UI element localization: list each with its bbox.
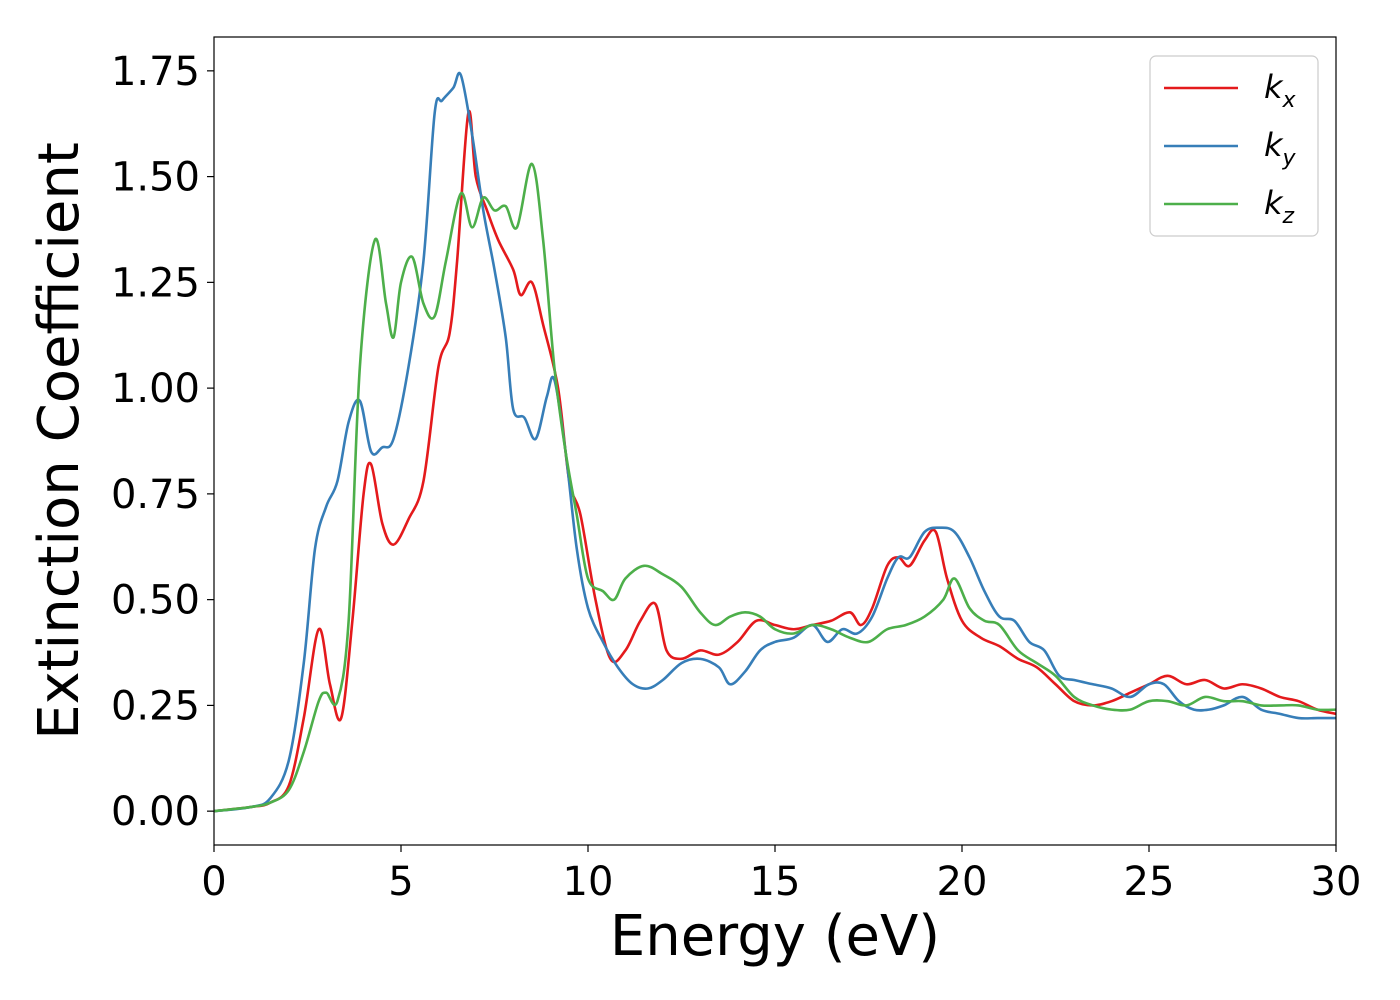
y-tick-label: 1.00 bbox=[111, 366, 200, 412]
legend-label-x: kx bbox=[1264, 68, 1297, 113]
x-tick-label: 10 bbox=[563, 859, 614, 905]
y-tick-label: 0.00 bbox=[111, 789, 200, 835]
legend-label-y: ky bbox=[1264, 126, 1297, 171]
x-axis-title: Energy (eV) bbox=[610, 904, 940, 969]
y-tick-label: 1.25 bbox=[111, 260, 200, 306]
x-axis-ticks: 0 5 10 15 20 25 30 bbox=[201, 845, 1361, 905]
series-line-y bbox=[214, 71, 1336, 813]
x-tick-label: 5 bbox=[388, 859, 413, 905]
series-layer bbox=[214, 71, 1336, 813]
legend: kx ky kz bbox=[1149, 55, 1319, 237]
y-tick-label: 0.75 bbox=[111, 472, 200, 518]
y-tick-label: 0.25 bbox=[111, 683, 200, 729]
x-tick-label: 0 bbox=[201, 859, 226, 905]
series-line-z bbox=[214, 162, 1336, 813]
y-axis-ticks: 0.00 0.25 0.50 0.75 1.00 1.25 1.50 1.75 bbox=[111, 49, 214, 835]
x-tick-label: 15 bbox=[750, 859, 801, 905]
x-tick-label: 25 bbox=[1124, 859, 1175, 905]
y-tick-label: 0.50 bbox=[111, 578, 200, 624]
y-tick-label: 1.50 bbox=[111, 155, 200, 201]
x-tick-label: 20 bbox=[937, 859, 988, 905]
y-tick-label: 1.75 bbox=[111, 49, 200, 95]
legend-label-z: kz bbox=[1264, 184, 1295, 229]
series-line-x bbox=[214, 109, 1336, 813]
y-axis-title: Extinction Coefficient bbox=[27, 142, 92, 740]
x-tick-label: 30 bbox=[1311, 859, 1362, 905]
